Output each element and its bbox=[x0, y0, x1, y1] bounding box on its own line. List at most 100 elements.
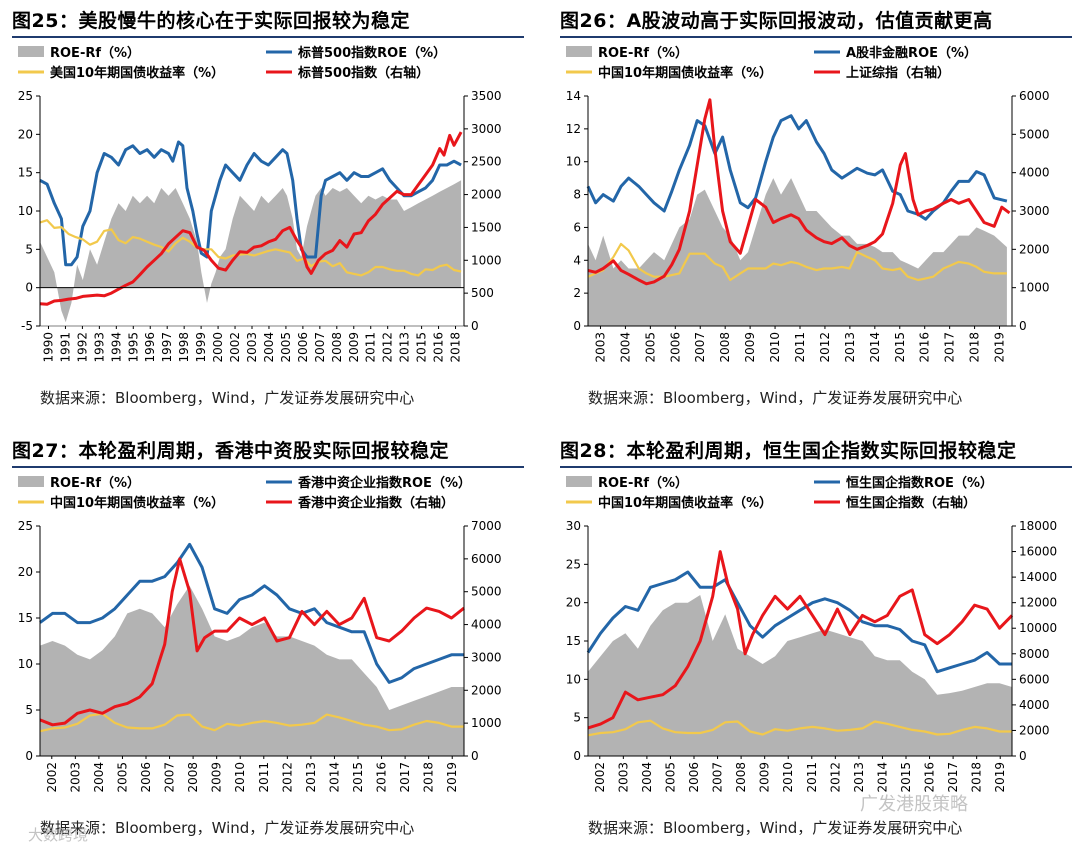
legend-label: ROE-Rf（%） bbox=[598, 475, 688, 491]
series-line-3 bbox=[39, 557, 465, 727]
x-tick-label: 2016 bbox=[432, 332, 446, 363]
x-tick-label: 2015 bbox=[351, 762, 365, 793]
chart-svg: ROE-Rf（%） 香港中资企业指数ROE（%） 中国10年期国债收益率（%） 香港中… bbox=[18, 475, 502, 793]
legend-label: 香港中资企业指数（右轴） bbox=[297, 495, 454, 511]
legend-label: 中国10年期国债收益率（%） bbox=[50, 495, 224, 511]
watermark-corner: 大数跨境 bbox=[28, 826, 89, 844]
y-right-tick-label: 5000 bbox=[471, 585, 502, 599]
chart-title: 图28：本轮盈利周期，恒生国企指数实际回报较稳定 bbox=[560, 440, 1017, 462]
series-line-2 bbox=[587, 719, 1012, 737]
y-left-tick-label: 10 bbox=[18, 657, 33, 671]
legend-label: 标普500指数（右轴） bbox=[297, 65, 429, 81]
x-tick-label: 2018 bbox=[422, 762, 436, 793]
x-tick-label: 1994 bbox=[109, 332, 123, 363]
legend-label: ROE-Rf（%） bbox=[598, 45, 688, 61]
x-tick-label: 1998 bbox=[177, 332, 191, 363]
x-tick-label: 2011 bbox=[793, 332, 807, 363]
y-left-tick-label: 6 bbox=[573, 220, 581, 234]
x-tick-label: 2009 bbox=[210, 762, 224, 793]
legend-label: 上证综指（右轴） bbox=[846, 65, 950, 81]
legend-swatch-area bbox=[18, 46, 44, 57]
x-tick-label: 1991 bbox=[58, 332, 72, 363]
series-line-1 bbox=[39, 140, 462, 267]
title-divider bbox=[560, 466, 1072, 468]
y-right-tick-label: 7000 bbox=[471, 519, 502, 533]
x-tick-label: 1992 bbox=[75, 332, 89, 363]
y-left-tick-label: 0 bbox=[573, 319, 581, 333]
y-right-tick-label: 2000 bbox=[471, 188, 502, 202]
x-tick-label: 1990 bbox=[41, 332, 55, 363]
x-tick-label: 2009 bbox=[743, 332, 757, 363]
x-tick-label: 2002 bbox=[228, 332, 242, 363]
x-tick-label: 2005 bbox=[663, 762, 677, 793]
y-right-tick-label: 6000 bbox=[1019, 672, 1050, 686]
y-right-tick-label: 3000 bbox=[471, 650, 502, 664]
y-right-tick-label: 6000 bbox=[471, 552, 502, 566]
legend-label: ROE-Rf（%） bbox=[50, 45, 140, 61]
series-line-1 bbox=[586, 114, 1008, 221]
x-tick-label: 2005 bbox=[279, 332, 293, 363]
source-note: 数据来源：Bloomberg，Wind，广发证券发展研究中心 bbox=[588, 389, 963, 407]
x-tick-label: 2013 bbox=[843, 332, 857, 363]
x-tick-label: 2005 bbox=[643, 332, 657, 363]
y-right-tick-label: 5000 bbox=[1019, 127, 1050, 141]
legend-swatch-area bbox=[18, 476, 44, 487]
x-tick-label: 1997 bbox=[160, 332, 174, 363]
y-left-tick-label: 25 bbox=[566, 557, 581, 571]
y-left-tick-label: 30 bbox=[566, 519, 581, 533]
x-tick-label: 2011 bbox=[364, 332, 378, 363]
x-tick-label: 2016 bbox=[923, 762, 937, 793]
legend-swatch-area bbox=[566, 46, 592, 57]
y-right-tick-label: 3000 bbox=[1019, 204, 1050, 218]
title-divider bbox=[12, 36, 524, 38]
y-right-tick-label: 0 bbox=[1019, 319, 1027, 333]
x-tick-label: 2014 bbox=[868, 332, 882, 363]
y-right-tick-label: 0 bbox=[471, 319, 479, 333]
x-tick-label: 2004 bbox=[618, 332, 632, 363]
x-tick-label: 2013 bbox=[304, 762, 318, 793]
x-tick-label: 1995 bbox=[126, 332, 140, 363]
y-left-tick-label: 0 bbox=[25, 281, 33, 295]
x-tick-label: 2012 bbox=[828, 762, 842, 793]
x-tick-label: 2018 bbox=[449, 332, 463, 363]
x-tick-label: 2019 bbox=[993, 762, 1007, 793]
chart-panel-fig25: 图25：美股慢牛的核心在于实际回报较为稳定 ROE-Rf（%） 标普500指数RO… bbox=[4, 4, 530, 422]
x-tick-label: 2012 bbox=[381, 332, 395, 363]
legend-label: 恒生国企指数ROE（%） bbox=[846, 475, 993, 491]
x-tick-label: 2007 bbox=[711, 762, 725, 793]
series-line-2 bbox=[39, 219, 462, 277]
y-right-tick-label: 1000 bbox=[471, 253, 502, 267]
x-tick-label: 2013 bbox=[852, 762, 866, 793]
series-line-3 bbox=[39, 131, 463, 306]
legend-label: 中国10年期国债收益率（%） bbox=[598, 65, 772, 81]
y-left-tick-label: 10 bbox=[566, 155, 581, 169]
x-tick-label: 2006 bbox=[687, 762, 701, 793]
y-left-tick-label: 10 bbox=[566, 672, 581, 686]
x-tick-label: 2010 bbox=[233, 762, 247, 793]
y-right-tick-label: 8000 bbox=[1019, 647, 1050, 661]
x-tick-label: 2010 bbox=[781, 762, 795, 793]
legend-label: 美国10年期国债收益率（%） bbox=[50, 65, 224, 81]
series-line-3 bbox=[587, 98, 1011, 286]
chart-panel-fig27: 图27：本轮盈利周期，香港中资股实际回报较稳定 ROE-Rf（%） 香港中资企业指… bbox=[4, 434, 530, 852]
chart-svg: ROE-Rf（%） 标普500指数ROE（%） 美国10年期国债收益率（%） 标普50… bbox=[18, 45, 502, 363]
x-tick-label: 1999 bbox=[194, 332, 208, 363]
x-tick-label: 2012 bbox=[818, 332, 832, 363]
x-tick-label: 2008 bbox=[734, 762, 748, 793]
y-right-tick-label: 500 bbox=[471, 286, 494, 300]
x-tick-label: 2017 bbox=[943, 332, 957, 363]
y-right-tick-label: 12000 bbox=[1019, 596, 1057, 610]
x-tick-label: 2003 bbox=[616, 762, 630, 793]
y-left-tick-label: 25 bbox=[18, 89, 33, 103]
series-area-roe-rf bbox=[40, 585, 464, 756]
x-tick-label: 2018 bbox=[970, 762, 984, 793]
y-left-tick-label: 4 bbox=[573, 253, 581, 267]
chart-title: 图25：美股慢牛的核心在于实际回报较为稳定 bbox=[12, 10, 410, 32]
y-left-tick-label: 25 bbox=[18, 519, 33, 533]
chart-title: 图27：本轮盈利周期，香港中资股实际回报较稳定 bbox=[12, 440, 449, 462]
x-tick-label: 2004 bbox=[640, 762, 654, 793]
x-tick-label: 2019 bbox=[993, 332, 1007, 363]
x-tick-label: 2008 bbox=[186, 762, 200, 793]
y-right-tick-label: 2000 bbox=[1019, 242, 1050, 256]
y-right-tick-label: 1000 bbox=[1019, 281, 1050, 295]
